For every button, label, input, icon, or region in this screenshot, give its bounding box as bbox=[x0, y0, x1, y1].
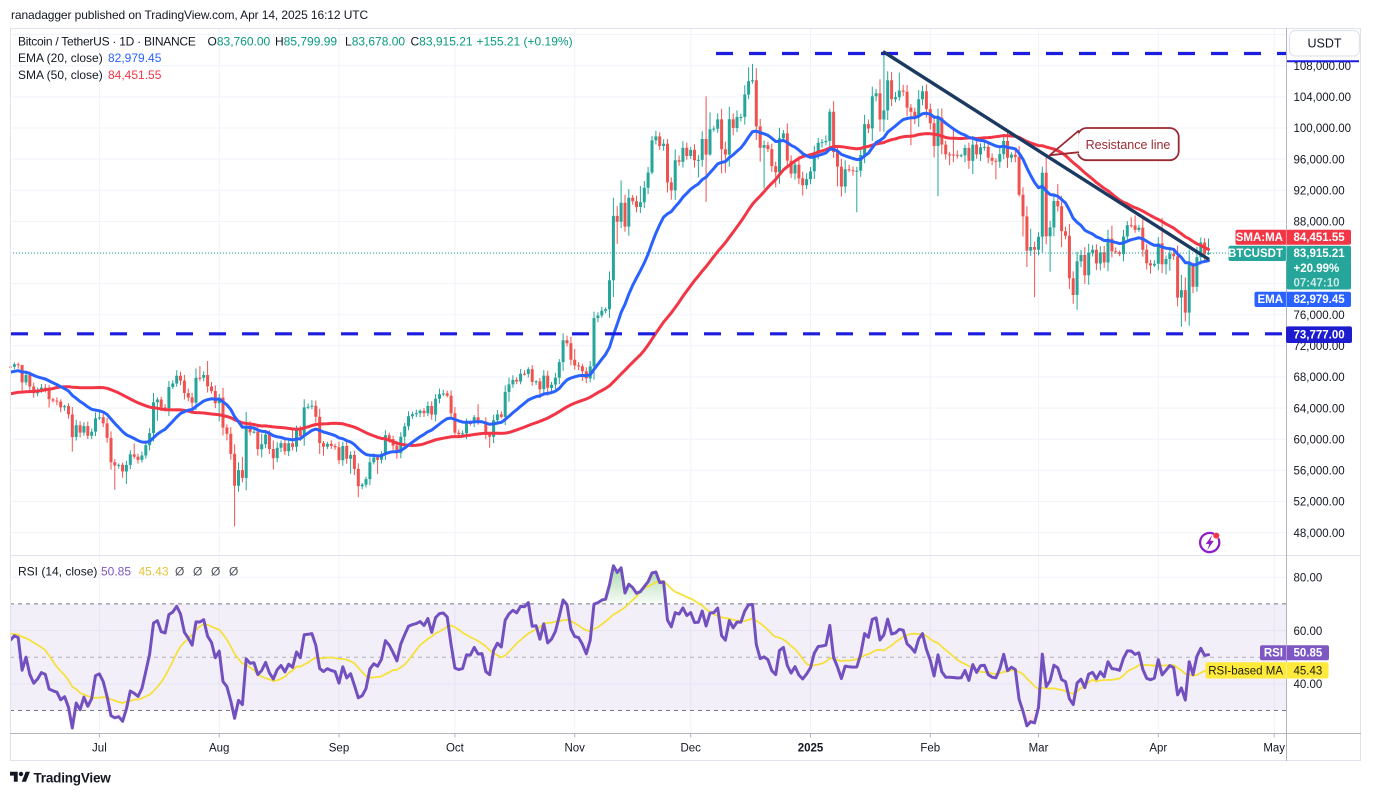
svg-text:EMA: EMA bbox=[1257, 294, 1283, 306]
svg-text:Dec: Dec bbox=[680, 743, 701, 755]
svg-text:Jul: Jul bbox=[92, 743, 107, 755]
svg-text:84,451.55: 84,451.55 bbox=[108, 68, 162, 82]
svg-text:Nov: Nov bbox=[564, 743, 585, 755]
svg-text:72,000.00: 72,000.00 bbox=[1294, 341, 1345, 353]
svg-text:RSI-based MA: RSI-based MA bbox=[1208, 665, 1283, 677]
svg-text:Aug: Aug bbox=[209, 743, 229, 755]
svg-text:O83,760.00: O83,760.00 bbox=[208, 35, 271, 49]
svg-text:SMA (50, close): SMA (50, close) bbox=[18, 68, 103, 82]
svg-text:92,000.00: 92,000.00 bbox=[1294, 185, 1345, 197]
svg-text:96,000.00: 96,000.00 bbox=[1294, 154, 1345, 166]
svg-text:73,777.00: 73,777.00 bbox=[1294, 330, 1345, 342]
svg-text:TradingView: TradingView bbox=[34, 771, 112, 786]
svg-text:108,000.00: 108,000.00 bbox=[1294, 61, 1352, 73]
svg-text:H85,799.99: H85,799.99 bbox=[275, 35, 337, 49]
svg-text:BTCUSDT: BTCUSDT bbox=[1228, 248, 1283, 260]
svg-text:ranadagger published on Tradin: ranadagger published on TradingView.com,… bbox=[11, 8, 368, 22]
svg-text:82,979.45: 82,979.45 bbox=[108, 51, 162, 65]
svg-text:45.43: 45.43 bbox=[139, 565, 169, 579]
svg-text:56,000.00: 56,000.00 bbox=[1294, 466, 1345, 478]
svg-text:84,451.55: 84,451.55 bbox=[1294, 232, 1346, 244]
svg-text:Bitcoin / TetherUS · 1D · BINA: Bitcoin / TetherUS · 1D · BINANCE bbox=[18, 35, 196, 49]
svg-text:68,000.00: 68,000.00 bbox=[1294, 372, 1345, 384]
svg-text:RSI: RSI bbox=[1264, 648, 1283, 660]
svg-text:83,915.21: 83,915.21 bbox=[1294, 248, 1346, 260]
svg-text:52,000.00: 52,000.00 bbox=[1294, 497, 1345, 509]
svg-text:Feb: Feb bbox=[920, 743, 940, 755]
svg-text:L83,678.00: L83,678.00 bbox=[345, 35, 405, 49]
svg-text:100,000.00: 100,000.00 bbox=[1294, 123, 1352, 135]
svg-text:76,000.00: 76,000.00 bbox=[1294, 310, 1345, 322]
svg-text:48,000.00: 48,000.00 bbox=[1294, 528, 1345, 540]
svg-text:2025: 2025 bbox=[798, 743, 824, 755]
svg-text:07:47:10: 07:47:10 bbox=[1294, 278, 1340, 290]
svg-text:104,000.00: 104,000.00 bbox=[1294, 92, 1352, 104]
svg-text:Oct: Oct bbox=[446, 743, 465, 755]
svg-text:50.85: 50.85 bbox=[1294, 648, 1323, 660]
svg-text:SMA:MA: SMA:MA bbox=[1236, 232, 1283, 244]
svg-text:+155.21 (+0.19%): +155.21 (+0.19%) bbox=[477, 35, 573, 49]
svg-text:EMA (20, close): EMA (20, close) bbox=[18, 51, 103, 65]
svg-text:Resistance line: Resistance line bbox=[1086, 138, 1171, 152]
svg-text:Apr: Apr bbox=[1149, 743, 1167, 755]
svg-text:45.43: 45.43 bbox=[1294, 665, 1323, 677]
svg-text:88,000.00: 88,000.00 bbox=[1294, 217, 1345, 229]
svg-text:82,979.45: 82,979.45 bbox=[1294, 294, 1346, 306]
svg-text:64,000.00: 64,000.00 bbox=[1294, 403, 1345, 415]
svg-text:C83,915.21: C83,915.21 bbox=[411, 35, 473, 49]
svg-text:Mar: Mar bbox=[1029, 743, 1049, 755]
svg-text:50.85: 50.85 bbox=[101, 565, 131, 579]
svg-text:+20.99%: +20.99% bbox=[1294, 263, 1340, 275]
svg-text:RSI (14, close): RSI (14, close) bbox=[18, 565, 97, 579]
svg-text:May: May bbox=[1263, 743, 1285, 755]
svg-text:80.00: 80.00 bbox=[1294, 573, 1323, 585]
svg-text:40.00: 40.00 bbox=[1294, 679, 1323, 691]
svg-text:USDT: USDT bbox=[1307, 37, 1341, 51]
svg-text:60,000.00: 60,000.00 bbox=[1294, 434, 1345, 446]
svg-text:60.00: 60.00 bbox=[1294, 626, 1323, 638]
svg-text:Sep: Sep bbox=[329, 743, 349, 755]
